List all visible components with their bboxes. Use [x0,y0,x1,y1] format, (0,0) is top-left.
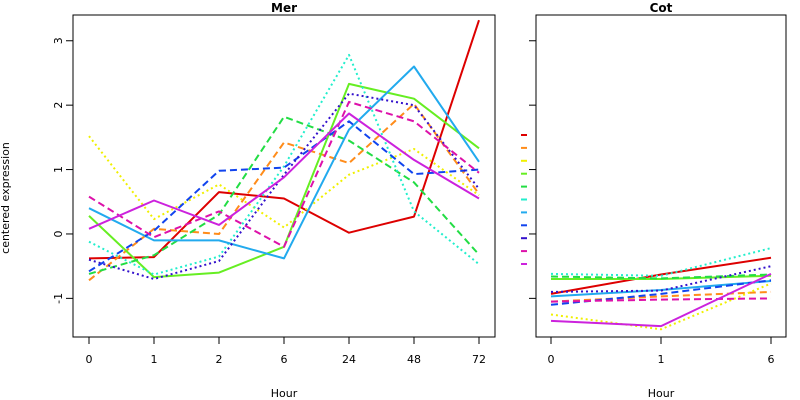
panel-title-mer: Mer [271,1,297,15]
x-tick-label-mer-6: 72 [472,353,486,366]
panel-title-cot: Cot [650,1,673,15]
series-line-mer-3 [88,82,480,279]
series-line-mer-1 [88,102,480,282]
series-line-cot-8 [550,265,772,293]
series-lines-cot [550,247,772,331]
x-tick-label-mer-5: 48 [407,353,421,366]
panel-cot: Cot Hour 0 1 6 [529,1,787,400]
series-line-mer-5 [88,53,480,276]
series-lines-mer [88,19,480,282]
series-line-mer-10 [88,112,480,230]
x-tick-label-cot-2: 6 [768,353,775,366]
x-tick-label-mer-3: 6 [281,353,288,366]
x-tick-label-mer-0: 0 [86,353,93,366]
series-line-cot-0 [550,256,772,295]
series-line-cot-9 [550,297,772,303]
x-tick-label-cot-1: 1 [658,353,665,366]
legend [521,134,527,265]
y-tick-label-1: 0 [52,230,65,237]
x-tick-label-mer-4: 24 [342,353,356,366]
series-line-mer-0 [88,19,480,260]
series-line-mer-6 [88,65,480,260]
x-axis-label-mer: Hour [271,387,298,400]
x-tick-label-mer-1: 1 [151,353,158,366]
series-line-cot-1 [550,290,772,303]
series-line-cot-5 [550,247,772,277]
panel-mer: Mer Hour centered expression 0 1 2 6 24 48 72 … [0,1,496,400]
series-line-mer-2 [88,135,480,229]
series-line-mer-9 [88,100,480,248]
y-tick-label-2: 1 [52,166,65,173]
x-ticks-mer: 0 1 2 6 24 48 72 [86,337,486,366]
y-tick-label-0: -1 [52,293,65,304]
x-ticks-cot: 0 1 6 [548,337,775,366]
y-ticks-mer: -1 0 1 2 3 [52,37,73,304]
x-tick-label-cot-0: 0 [548,353,555,366]
plot-frame-cot [535,14,787,338]
y-ticks-cot [529,40,536,299]
series-line-cot-4 [550,273,772,280]
y-tick-label-3: 2 [52,102,65,109]
series-line-cot-2 [550,282,772,331]
y-tick-label-4: 3 [52,37,65,44]
x-axis-label-cot: Hour [648,387,675,400]
series-line-cot-10 [550,272,772,328]
y-axis-label: centered expression [0,142,12,254]
series-line-mer-4 [88,115,480,275]
series-line-mer-8 [88,92,480,280]
x-tick-label-mer-2: 2 [216,353,223,366]
